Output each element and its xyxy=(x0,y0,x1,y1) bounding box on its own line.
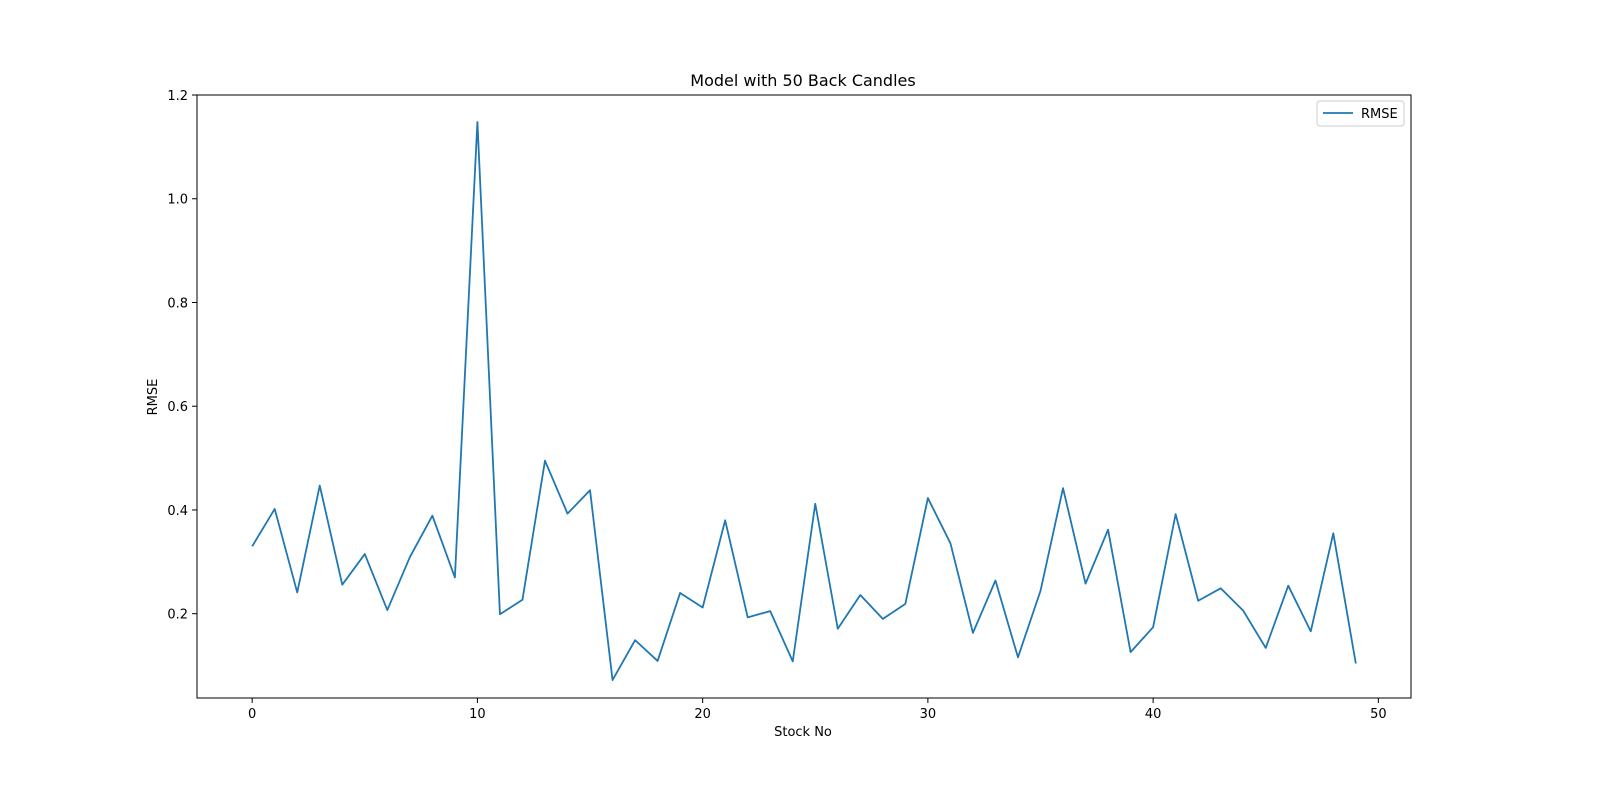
legend-box xyxy=(1316,100,1405,127)
x-tick-label: 40 xyxy=(1145,707,1162,722)
chart-title: Model with 50 Back Candles xyxy=(690,71,915,90)
x-tick-label: 20 xyxy=(694,707,711,722)
x-tick-label: 30 xyxy=(920,707,937,722)
series-line-rmse xyxy=(251,121,1357,681)
y-tick-label: 0.4 xyxy=(167,504,188,519)
axes-frame xyxy=(196,94,1412,699)
x-tick-label: 10 xyxy=(469,707,486,722)
legend: RMSE xyxy=(1316,100,1405,127)
series-layer xyxy=(251,121,1357,681)
x-axis: 0 10 20 30 40 50 xyxy=(248,698,1387,722)
x-axis-label: Stock No xyxy=(774,725,832,740)
y-axis-label: RMSE xyxy=(146,379,161,416)
y-tick-label: 0.2 xyxy=(167,608,188,623)
y-tick-label: 0.8 xyxy=(167,296,188,311)
plot-area xyxy=(196,94,1412,699)
y-tick-label: 1.2 xyxy=(167,89,188,104)
x-tick-label: 50 xyxy=(1370,707,1387,722)
x-tick-label: 0 xyxy=(248,707,256,722)
y-tick-label: 1.0 xyxy=(167,193,188,208)
y-axis: 0.2 0.4 0.6 0.8 1.0 1.2 xyxy=(167,89,197,623)
legend-label: RMSE xyxy=(1361,107,1398,122)
y-tick-label: 0.6 xyxy=(167,400,188,415)
